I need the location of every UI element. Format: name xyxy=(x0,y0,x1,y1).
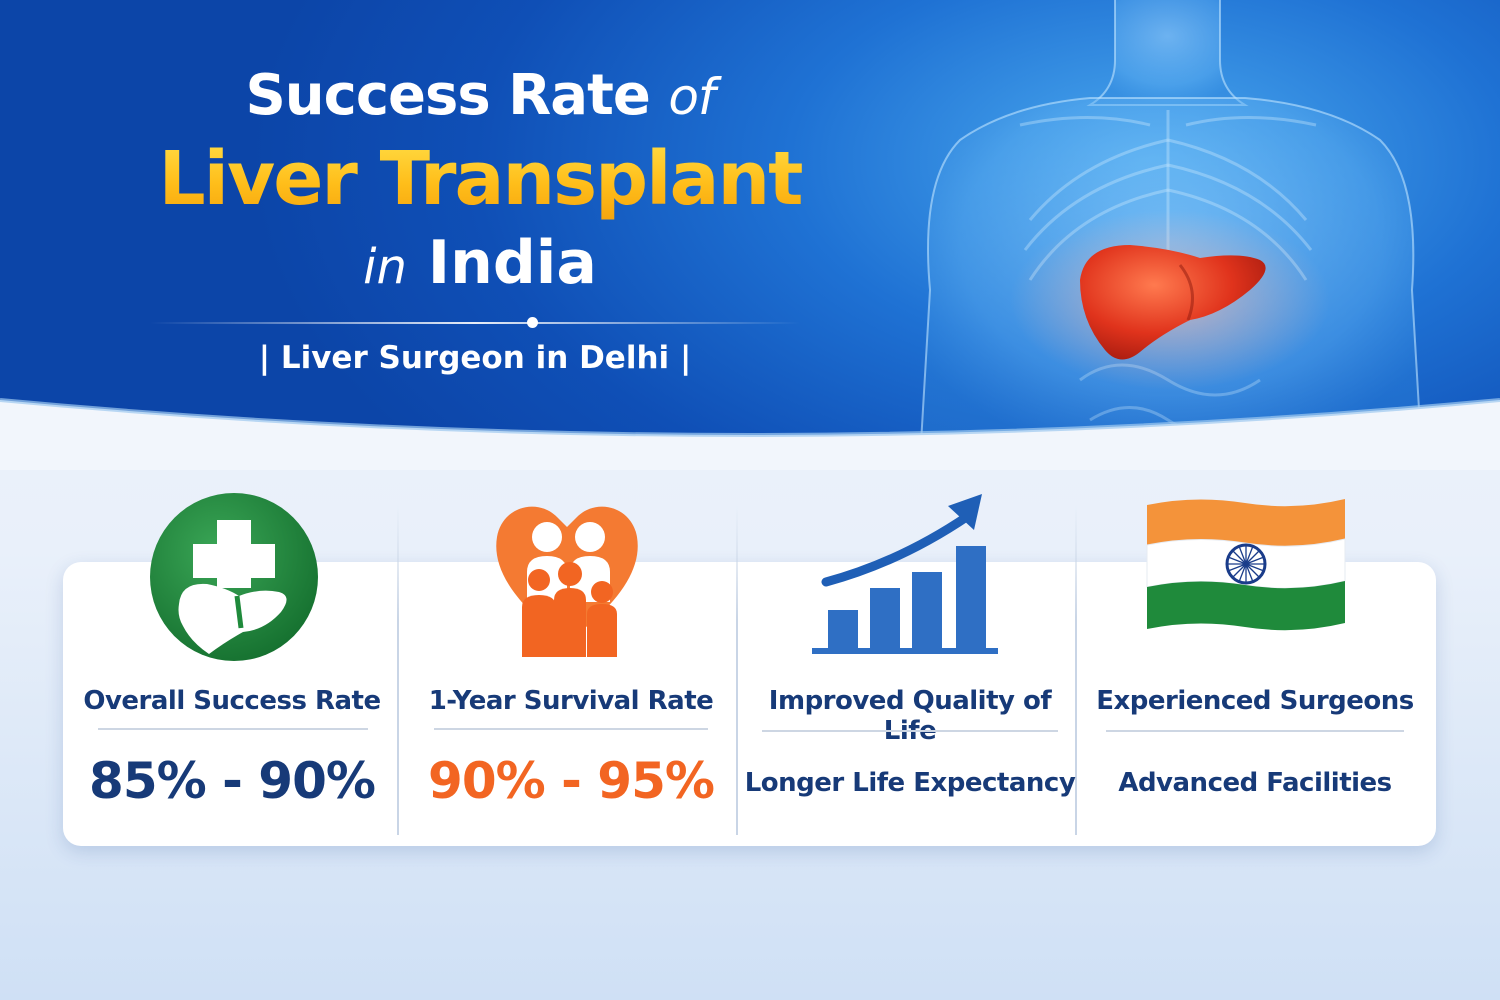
stat-value: Advanced Facilities xyxy=(1118,768,1392,798)
title-india: India xyxy=(427,228,597,298)
column-separator xyxy=(397,505,399,835)
india-flag-icon xyxy=(1146,499,1346,631)
family-heart-icon xyxy=(496,506,638,657)
column-separator xyxy=(736,505,738,835)
stat-value: 90% - 95% xyxy=(428,752,715,810)
title-of: of xyxy=(668,68,715,126)
hero-wave xyxy=(0,398,1500,470)
hero-banner xyxy=(0,0,1500,470)
title-success-rate: Success Rate xyxy=(245,63,650,128)
stat-label: Improved Quality of Life xyxy=(768,686,1052,746)
divider-dot xyxy=(527,317,538,328)
subtitle: | Liver Surgeon in Delhi | xyxy=(258,340,692,376)
title-divider xyxy=(150,322,800,324)
title-in: in xyxy=(363,239,407,295)
title-block: Success Rate of Liver Transplant in Indi… xyxy=(120,60,840,305)
title-line-1: Success Rate of xyxy=(120,60,840,133)
hospital-cross-liver-icon xyxy=(150,493,318,661)
growth-chart-icon xyxy=(812,494,998,654)
title-line-3: in India xyxy=(120,225,840,305)
stat-rule xyxy=(762,730,1058,732)
stat-value: 85% - 90% xyxy=(89,752,376,810)
stat-rule xyxy=(434,728,708,730)
torso-liver-illustration xyxy=(918,0,1424,460)
column-separator xyxy=(1075,505,1077,835)
stat-rule xyxy=(1106,730,1404,732)
stat-label: 1-Year Survival Rate xyxy=(428,686,714,716)
stat-value: Longer Life Expectancy xyxy=(744,768,1076,798)
title-line-2: Liver Transplant xyxy=(120,133,840,225)
stat-label: Experienced Surgeons xyxy=(1096,686,1414,716)
stat-label: Overall Success Rate xyxy=(83,686,381,716)
stat-rule xyxy=(98,728,368,730)
